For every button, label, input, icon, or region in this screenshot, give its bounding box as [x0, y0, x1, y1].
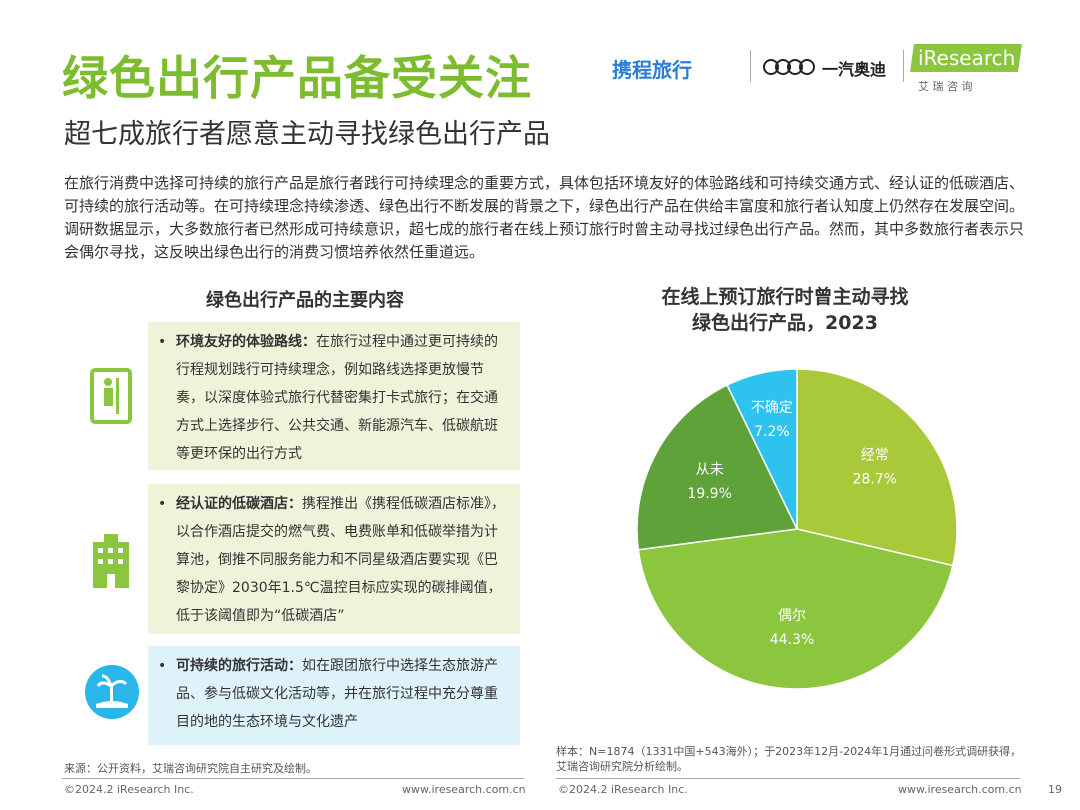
pie-chart: 经常 28.7% 偶尔 44.3% 从未 19.9% 不确定 7.2% — [636, 368, 958, 690]
copyright: ©2024.2 iResearch Inc. — [558, 783, 688, 796]
slice-label: 从未 — [696, 462, 724, 478]
divider — [903, 50, 904, 82]
divider — [556, 778, 1020, 779]
icon-hotel — [93, 534, 129, 588]
page-number: 19 — [1048, 783, 1062, 796]
item-text: 如在跟团旅行中选择生态旅游产品、参与低碳文化活动等，并在旅行过程中充分尊重目的地… — [176, 658, 498, 730]
page-subtitle: 超七成旅行者愿意主动寻找绿色出行产品 — [64, 119, 550, 150]
divider — [62, 778, 524, 779]
item-text: 携程推出《携程低碳酒店标准》，以合作酒店提交的燃气费、电费账单和低碳举措为计算池… — [176, 496, 505, 624]
logo-iresearch-cn: 艾 瑞 咨 询 — [918, 80, 973, 93]
page-title: 绿色出行产品备受关注 — [62, 51, 532, 105]
slice-value: 7.2% — [754, 424, 790, 440]
item-text: 在旅行过程中通过更可持续的行程规划践行可持续理念，例如路线选择更放慢节奏，以深度… — [176, 334, 498, 462]
icon-route — [90, 368, 132, 424]
bullet: • — [158, 658, 167, 674]
website: www.iresearch.com.cn — [898, 783, 1022, 796]
content-box: • 可持续的旅行活动：如在跟团旅行中选择生态旅游产品、参与低碳文化活动等，并在旅… — [148, 646, 520, 745]
pie-slice — [796, 368, 958, 567]
pie-slice — [726, 368, 798, 530]
divider — [750, 50, 751, 82]
pie-slice — [637, 528, 954, 690]
website: www.iresearch.com.cn — [402, 783, 526, 796]
item-lead: 可持续的旅行活动： — [176, 658, 302, 674]
item-lead: 经认证的低碳酒店： — [176, 496, 302, 512]
slice-label: 不确定 — [751, 400, 793, 416]
slice-label: 经常 — [861, 447, 889, 463]
logo-audi: 一汽奥迪 — [822, 60, 887, 79]
pie-slice — [636, 384, 799, 551]
logo-iresearch: iResearch — [918, 46, 1016, 70]
logo-ctrip: 携程旅行 — [612, 58, 692, 82]
item-lead: 环境友好的体验路线： — [176, 334, 316, 350]
slice-value: 28.7% — [853, 471, 897, 487]
sample-note: 样本：N=1874（1331中国+543海外）；于2023年12月-2024年1… — [556, 745, 1022, 773]
slice-value: 44.3% — [770, 632, 814, 648]
chart-title: 在线上预订旅行时曾主动寻找 绿色出行产品，2023 — [661, 286, 909, 334]
content-box: • 环境友好的体验路线：在旅行过程中通过更可持续的行程规划践行可持续理念，例如路… — [148, 322, 520, 470]
source-note: 来源：公开资料，艾瑞咨询研究院自主研究及绘制。 — [64, 762, 317, 775]
slice-label: 偶尔 — [778, 608, 806, 624]
content-box: • 经认证的低碳酒店：携程推出《携程低碳酒店标准》，以合作酒店提交的燃气费、电费… — [148, 484, 520, 634]
icon-island — [85, 665, 139, 719]
copyright: ©2024.2 iResearch Inc. — [64, 783, 194, 796]
bullet: • — [158, 496, 167, 512]
slice-value: 19.9% — [687, 486, 731, 502]
section-title: 绿色出行产品的主要内容 — [206, 290, 404, 311]
audi-rings — [763, 59, 815, 75]
intro-text: 在旅行消费中选择可持续的旅行产品是旅行者践行可持续理念的重要方式，具体包括环境友… — [64, 174, 1025, 261]
bullet: • — [158, 334, 167, 350]
